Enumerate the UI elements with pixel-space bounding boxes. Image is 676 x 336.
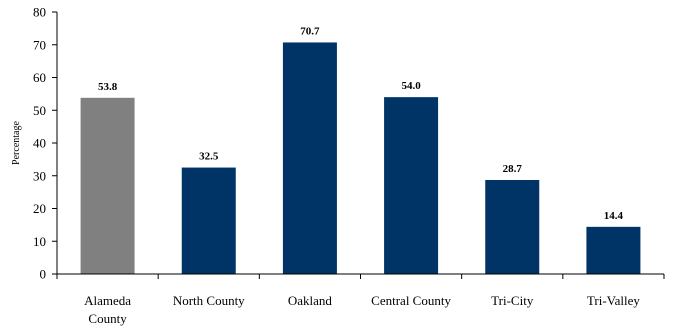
- data-labels: 53.8 32.5 70.7 54.0 28.7 14.4: [98, 25, 624, 221]
- bars: [80, 42, 641, 275]
- y-axis: 0 10 20 30 40 50 60 70 80: [33, 5, 58, 282]
- data-label: 28.7: [503, 163, 523, 175]
- category-label: Central County: [371, 293, 451, 308]
- y-tick-label: 40: [33, 136, 46, 151]
- y-tick-label: 80: [33, 5, 46, 20]
- category-label: County: [88, 311, 127, 326]
- category-label: Oakland: [288, 293, 333, 308]
- bar: [485, 180, 540, 274]
- data-label: 70.7: [300, 25, 320, 37]
- bar: [384, 97, 439, 275]
- data-label: 14.4: [604, 210, 624, 222]
- category-label: Tri-City: [491, 293, 534, 308]
- y-tick-label: 30: [33, 168, 46, 183]
- y-tick-label: 20: [33, 201, 46, 216]
- bar: [80, 97, 135, 275]
- y-tick-label: 10: [33, 234, 46, 249]
- bar: [586, 226, 641, 274]
- data-label: 53.8: [98, 81, 118, 93]
- category-label: North County: [173, 293, 245, 308]
- y-tick-label: 60: [33, 70, 46, 85]
- y-tick-label: 70: [33, 37, 46, 52]
- category-label: Tri-Valley: [587, 293, 640, 308]
- bar: [181, 167, 236, 274]
- category-label: Alameda: [84, 293, 131, 308]
- y-tick-label: 50: [33, 103, 46, 118]
- y-axis-title: Percentage: [11, 121, 22, 165]
- data-label: 32.5: [199, 151, 219, 163]
- x-axis: Alameda County North County Oakland Central …: [56, 273, 665, 326]
- bar: [282, 42, 337, 274]
- data-label: 54.0: [401, 80, 421, 92]
- y-tick-label: 0: [40, 267, 47, 282]
